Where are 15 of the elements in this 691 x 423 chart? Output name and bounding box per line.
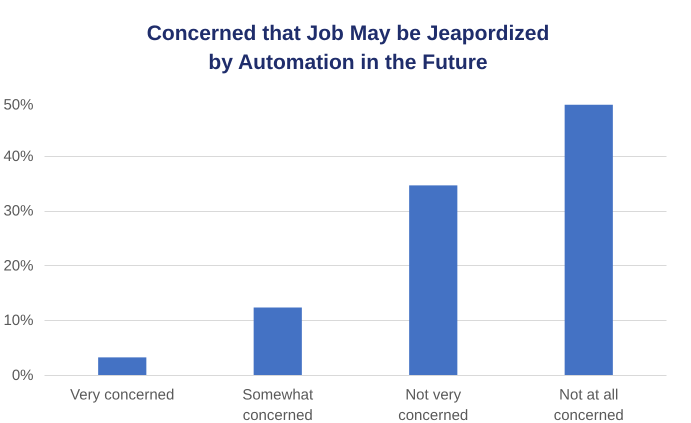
bar <box>98 357 146 376</box>
y-tick-label: 10% <box>3 312 34 330</box>
chart-title: Concerned that Job May be Jeapordized by Automation in the Future <box>146 21 550 76</box>
y-tick-label: 30% <box>3 202 34 220</box>
y-tick-label: 20% <box>3 257 34 274</box>
y-tick-label: 0% <box>12 367 34 384</box>
y-tick-label: 50% <box>3 96 34 114</box>
x-tick-label: Somewhat concerned <box>242 386 314 423</box>
x-tick-label: Very concerned <box>70 386 174 404</box>
x-tick-label: Not very concerned <box>398 386 468 423</box>
x-tick-label: Not at all concerned <box>554 386 624 423</box>
bar <box>254 308 302 376</box>
bar <box>409 185 458 376</box>
bar <box>564 104 613 376</box>
y-tick-label: 40% <box>3 148 34 165</box>
